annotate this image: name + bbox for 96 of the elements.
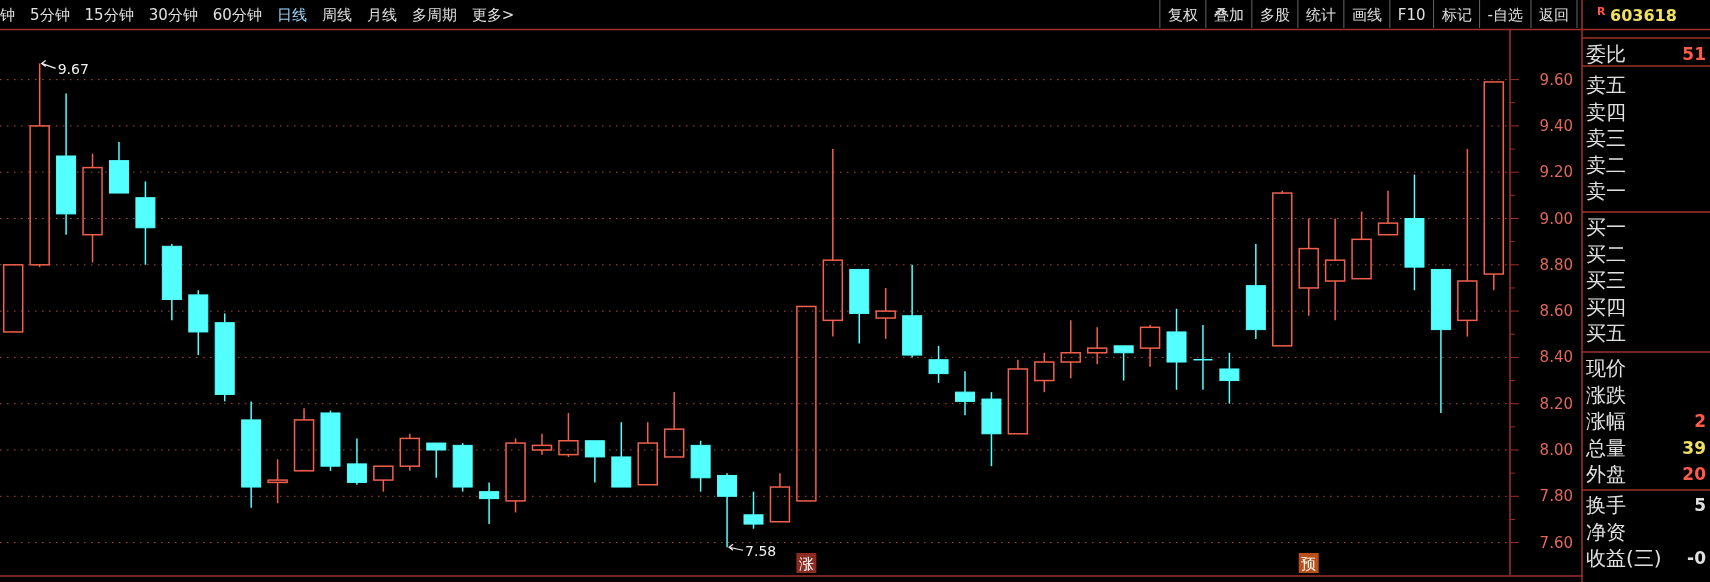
y-tick-label: 8.00 — [1539, 441, 1573, 459]
y-tick-label: 8.40 — [1539, 348, 1573, 367]
text: 返回 — [1539, 6, 1569, 24]
candlestick — [584, 440, 605, 484]
text: 买二 — [1586, 241, 1626, 266]
y-tick-label: 7.60 — [1539, 533, 1573, 552]
text: 卖五 — [1586, 73, 1626, 97]
text: -0 — [1687, 548, 1707, 568]
candlestick — [293, 407, 315, 472]
candlestick — [822, 148, 844, 338]
candlestick — [2, 264, 24, 333]
y-tick-label: 9.40 — [1539, 116, 1573, 135]
candlestick — [1377, 189, 1399, 236]
candlestick — [663, 391, 685, 458]
candlestick — [1192, 324, 1214, 391]
candlestick — [1404, 173, 1425, 292]
candlestick — [426, 442, 447, 479]
text: 净资 — [1586, 519, 1626, 544]
text: 51 — [1682, 44, 1706, 64]
candlestick — [479, 481, 500, 525]
text: 5 — [1694, 495, 1706, 515]
candlestick — [399, 433, 421, 472]
y-tick-label: 9.60 — [1539, 70, 1573, 89]
candlestick — [531, 433, 553, 456]
candlestick — [1166, 308, 1187, 391]
candlestick — [769, 472, 791, 523]
text: 5分钟 — [30, 6, 70, 24]
text: 60分钟 — [212, 6, 262, 24]
text: 标记 — [1440, 6, 1472, 24]
y-tick-label: 9.20 — [1539, 163, 1573, 182]
text: 叠加 — [1213, 6, 1244, 24]
text: 卖一 — [1586, 179, 1626, 203]
text: 总量 — [1585, 435, 1626, 460]
text: 换手 — [1586, 493, 1626, 517]
candlestick — [1113, 345, 1134, 382]
text: 603618 — [1610, 6, 1677, 25]
text: 买一 — [1586, 215, 1626, 239]
text: 委比 — [1586, 42, 1626, 66]
candlestick — [849, 268, 870, 345]
candlestick — [108, 141, 129, 194]
text: R — [1597, 5, 1606, 18]
text: 周线 — [321, 6, 352, 24]
text: 买三 — [1586, 268, 1626, 292]
text: 画线 — [1351, 6, 1382, 24]
text: 月线 — [366, 6, 397, 24]
annotation: 9.67 — [57, 61, 89, 78]
candlestick — [875, 287, 896, 340]
text: 收益(三) — [1586, 546, 1662, 570]
text: 日线 — [276, 6, 307, 24]
candlestick — [1298, 217, 1319, 317]
candlestick — [1483, 81, 1505, 292]
y-tick-label: 7.80 — [1539, 487, 1573, 506]
text: 外盘 — [1586, 462, 1626, 486]
candlestick — [56, 92, 77, 236]
text: F10 — [1397, 6, 1426, 24]
candlestick — [267, 458, 288, 504]
y-tick-label: 9.00 — [1539, 209, 1573, 228]
candlestick — [955, 370, 976, 417]
text: 更多> — [471, 6, 515, 24]
candlestick — [637, 421, 658, 486]
text: 20 — [1682, 464, 1707, 484]
candlestick — [1060, 319, 1082, 379]
text: 现价 — [1586, 356, 1626, 380]
y-tick-label: 8.20 — [1539, 394, 1573, 413]
text: 多股 — [1259, 6, 1290, 24]
candlestick — [611, 421, 632, 488]
text: 买五 — [1586, 321, 1626, 345]
text: 统计 — [1305, 6, 1336, 24]
text: 买四 — [1586, 294, 1626, 319]
candlestick — [1245, 243, 1266, 340]
text: 复权 — [1167, 6, 1198, 24]
candlestick — [796, 305, 817, 502]
candlestick — [1351, 210, 1372, 280]
text: 多周期 — [411, 6, 457, 24]
annotation: 7.58 — [745, 543, 777, 560]
text: 39 — [1682, 437, 1706, 458]
text: 30分钟 — [148, 6, 198, 24]
text: 卖四 — [1586, 99, 1626, 124]
candlestick — [346, 437, 367, 486]
text: 2 — [1694, 411, 1706, 431]
text: 钟 — [0, 6, 15, 24]
text: 卖二 — [1586, 152, 1626, 177]
text: 卖三 — [1586, 126, 1626, 150]
candlestick — [161, 243, 182, 322]
text: 涨幅 — [1586, 409, 1626, 433]
text: 15分钟 — [84, 6, 134, 24]
y-tick-label: 8.60 — [1539, 302, 1573, 321]
candlestick — [1324, 217, 1346, 322]
text: 涨跌 — [1586, 382, 1626, 407]
candlestick — [1007, 358, 1029, 435]
candlestick — [1139, 324, 1161, 368]
candlestick — [241, 400, 262, 509]
candlestick — [1086, 326, 1108, 366]
candlestick — [1430, 268, 1451, 414]
y-tick-label: 8.80 — [1539, 255, 1573, 274]
text: -自选 — [1487, 6, 1523, 24]
